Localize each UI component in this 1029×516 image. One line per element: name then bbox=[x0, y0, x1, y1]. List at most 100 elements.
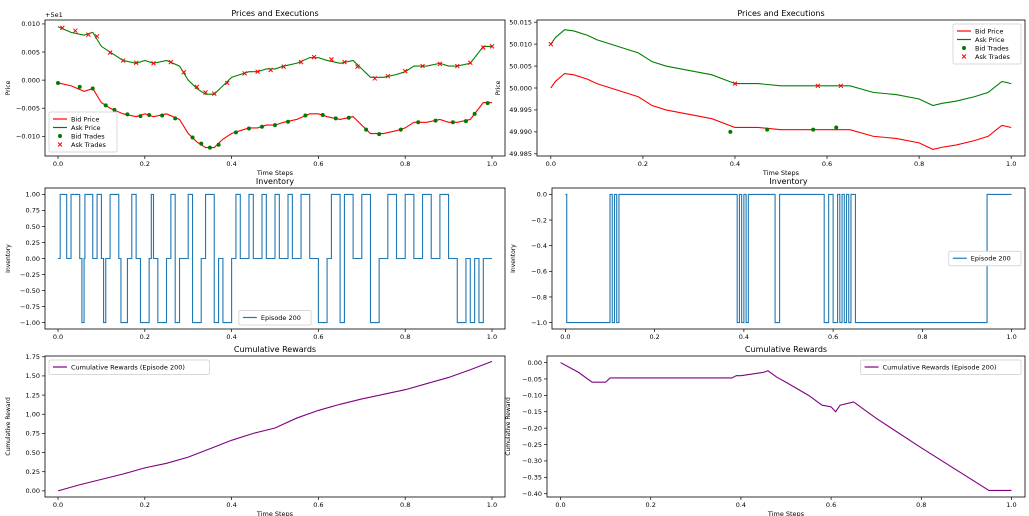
y-tick-label: −0.25 bbox=[20, 271, 40, 279]
ask-trade-point bbox=[86, 32, 91, 37]
legend: Cumulative Rewards (Episode 200) bbox=[48, 359, 210, 375]
y-tick-label: −1.0 bbox=[531, 319, 547, 327]
bid-trade-point bbox=[377, 132, 382, 137]
y-tick-label: 1.25 bbox=[26, 391, 40, 399]
x-tick-label: 0.4 bbox=[730, 160, 740, 168]
y-tick-label: −0.25 bbox=[522, 441, 542, 449]
legend-label: Ask Trades bbox=[975, 53, 1010, 61]
ask-trade-point bbox=[385, 73, 391, 79]
chart-panel-1: Prices and Executions 0.0 0.2 0.4 0.6 0.8 1.0 4… bbox=[495, 9, 1026, 177]
x-axis-label: Time Steps bbox=[767, 510, 805, 516]
y-tick-label: −0.010 bbox=[16, 133, 40, 141]
y-tick-label: −0.05 bbox=[522, 375, 542, 383]
x-tick-label: 0.4 bbox=[226, 333, 236, 341]
chart-panel-2: Inventory 0.0 0.2 0.4 0.6 0.8 1.0 −1.00 −0.75 −0.… bbox=[5, 177, 506, 341]
bid-trade-point bbox=[199, 141, 204, 146]
x-tick-label: 0.2 bbox=[140, 333, 150, 341]
series-line bbox=[58, 193, 492, 324]
y-tick-label: −0.50 bbox=[20, 287, 40, 295]
chart-title: Inventory bbox=[256, 177, 294, 186]
y-axis-label: Price bbox=[495, 80, 502, 95]
ask-trade-point bbox=[255, 69, 260, 75]
ask-trade-point bbox=[60, 25, 65, 31]
bid-trade-point bbox=[728, 129, 733, 134]
y-axis-label: Price bbox=[5, 80, 12, 95]
ask-trade-point bbox=[281, 64, 287, 69]
ask-trade-point bbox=[168, 59, 174, 65]
bid-trade-point bbox=[160, 113, 165, 118]
ask-trade-point bbox=[372, 76, 378, 81]
series-line bbox=[57, 82, 492, 149]
y-tick-label: 1.75 bbox=[26, 353, 40, 361]
bid-trade-point bbox=[433, 118, 438, 123]
ask-trade-point bbox=[437, 61, 443, 67]
legend-box bbox=[860, 359, 1022, 375]
series-line bbox=[560, 362, 1012, 491]
y-tick-label: 0.75 bbox=[26, 430, 40, 438]
x-tick-label: 0.6 bbox=[313, 160, 323, 168]
x-tick-label: 0.2 bbox=[140, 160, 150, 168]
legend-box bbox=[48, 111, 118, 153]
ask-trade-point bbox=[224, 80, 230, 86]
legend-label: Cumulative Rewards (Episode 200) bbox=[71, 363, 185, 371]
bid-trade-point bbox=[320, 112, 325, 117]
y-tick-label: 0.50 bbox=[26, 449, 40, 457]
ask-trade-point bbox=[732, 81, 738, 86]
bid-trade-point bbox=[485, 101, 490, 106]
legend-label: Episode 200 bbox=[971, 255, 1011, 263]
x-tick-label: 1.0 bbox=[487, 501, 497, 509]
bid-trade-point bbox=[173, 116, 178, 121]
bid-trade-point bbox=[259, 124, 264, 129]
y-tick-label: −0.30 bbox=[522, 457, 542, 465]
ask-trade-point bbox=[489, 44, 495, 49]
legend: Episode 200 bbox=[238, 310, 312, 326]
x-tick-label: 0.0 bbox=[560, 333, 570, 341]
ask-trade-point bbox=[838, 83, 844, 89]
bid-trade-point bbox=[233, 130, 238, 135]
chart-title: Inventory bbox=[769, 177, 807, 186]
legend-box bbox=[948, 250, 1022, 267]
chart-title: Prices and Executions bbox=[737, 9, 824, 18]
y-tick-label: 50.000 bbox=[509, 84, 532, 92]
legend-label: Bid Trades bbox=[975, 44, 1009, 52]
ask-trade-point bbox=[151, 60, 156, 66]
bid-trade-point bbox=[765, 127, 770, 132]
x-tick-label: 0.8 bbox=[400, 501, 410, 509]
bid-trade-point bbox=[147, 112, 152, 117]
x-tick-label: 0.8 bbox=[916, 501, 926, 509]
y-tick-label: −0.8 bbox=[531, 293, 547, 301]
bid-trade-point bbox=[811, 127, 816, 132]
y-tick-label: −1.00 bbox=[20, 319, 40, 327]
bid-trade-point bbox=[207, 145, 212, 150]
ask-trade-point bbox=[73, 28, 78, 34]
bid-trade-point bbox=[472, 111, 477, 116]
bid-trade-point bbox=[286, 119, 291, 124]
y-axis-label: Inventory bbox=[5, 244, 12, 273]
x-tick-label: 0.8 bbox=[914, 160, 924, 168]
axes-frame bbox=[44, 355, 506, 498]
x-axis-label: Time Steps bbox=[256, 169, 294, 177]
x-tick-label: 0.2 bbox=[140, 501, 150, 509]
ask-trade-point bbox=[355, 64, 360, 69]
legend: Episode 200 bbox=[948, 250, 1022, 267]
ask-trade-point bbox=[311, 54, 317, 60]
bid-trade-point bbox=[125, 112, 130, 117]
y-tick-label: 1.50 bbox=[26, 372, 40, 380]
bid-trade-point bbox=[416, 120, 421, 125]
axes-frame bbox=[546, 355, 1026, 498]
x-axis-label: Time Steps bbox=[762, 169, 800, 177]
y-tick-label: 0.25 bbox=[26, 239, 40, 247]
x-tick-label: 0.6 bbox=[828, 333, 838, 341]
series-line bbox=[565, 193, 1012, 324]
plot-area bbox=[560, 362, 1012, 491]
plot-area bbox=[58, 193, 492, 324]
chart-panel-0: Prices and Executions +5e1 0.0 0.2 0.4 0.6 0.8… bbox=[5, 9, 506, 177]
x-tick-label: 0.0 bbox=[53, 501, 63, 509]
bid-trade-point bbox=[273, 123, 277, 128]
y-axis-label: Cumulative Reward bbox=[505, 397, 512, 456]
y-tick-label: 0.010 bbox=[21, 20, 40, 28]
y-tick-label: −0.10 bbox=[522, 392, 542, 400]
